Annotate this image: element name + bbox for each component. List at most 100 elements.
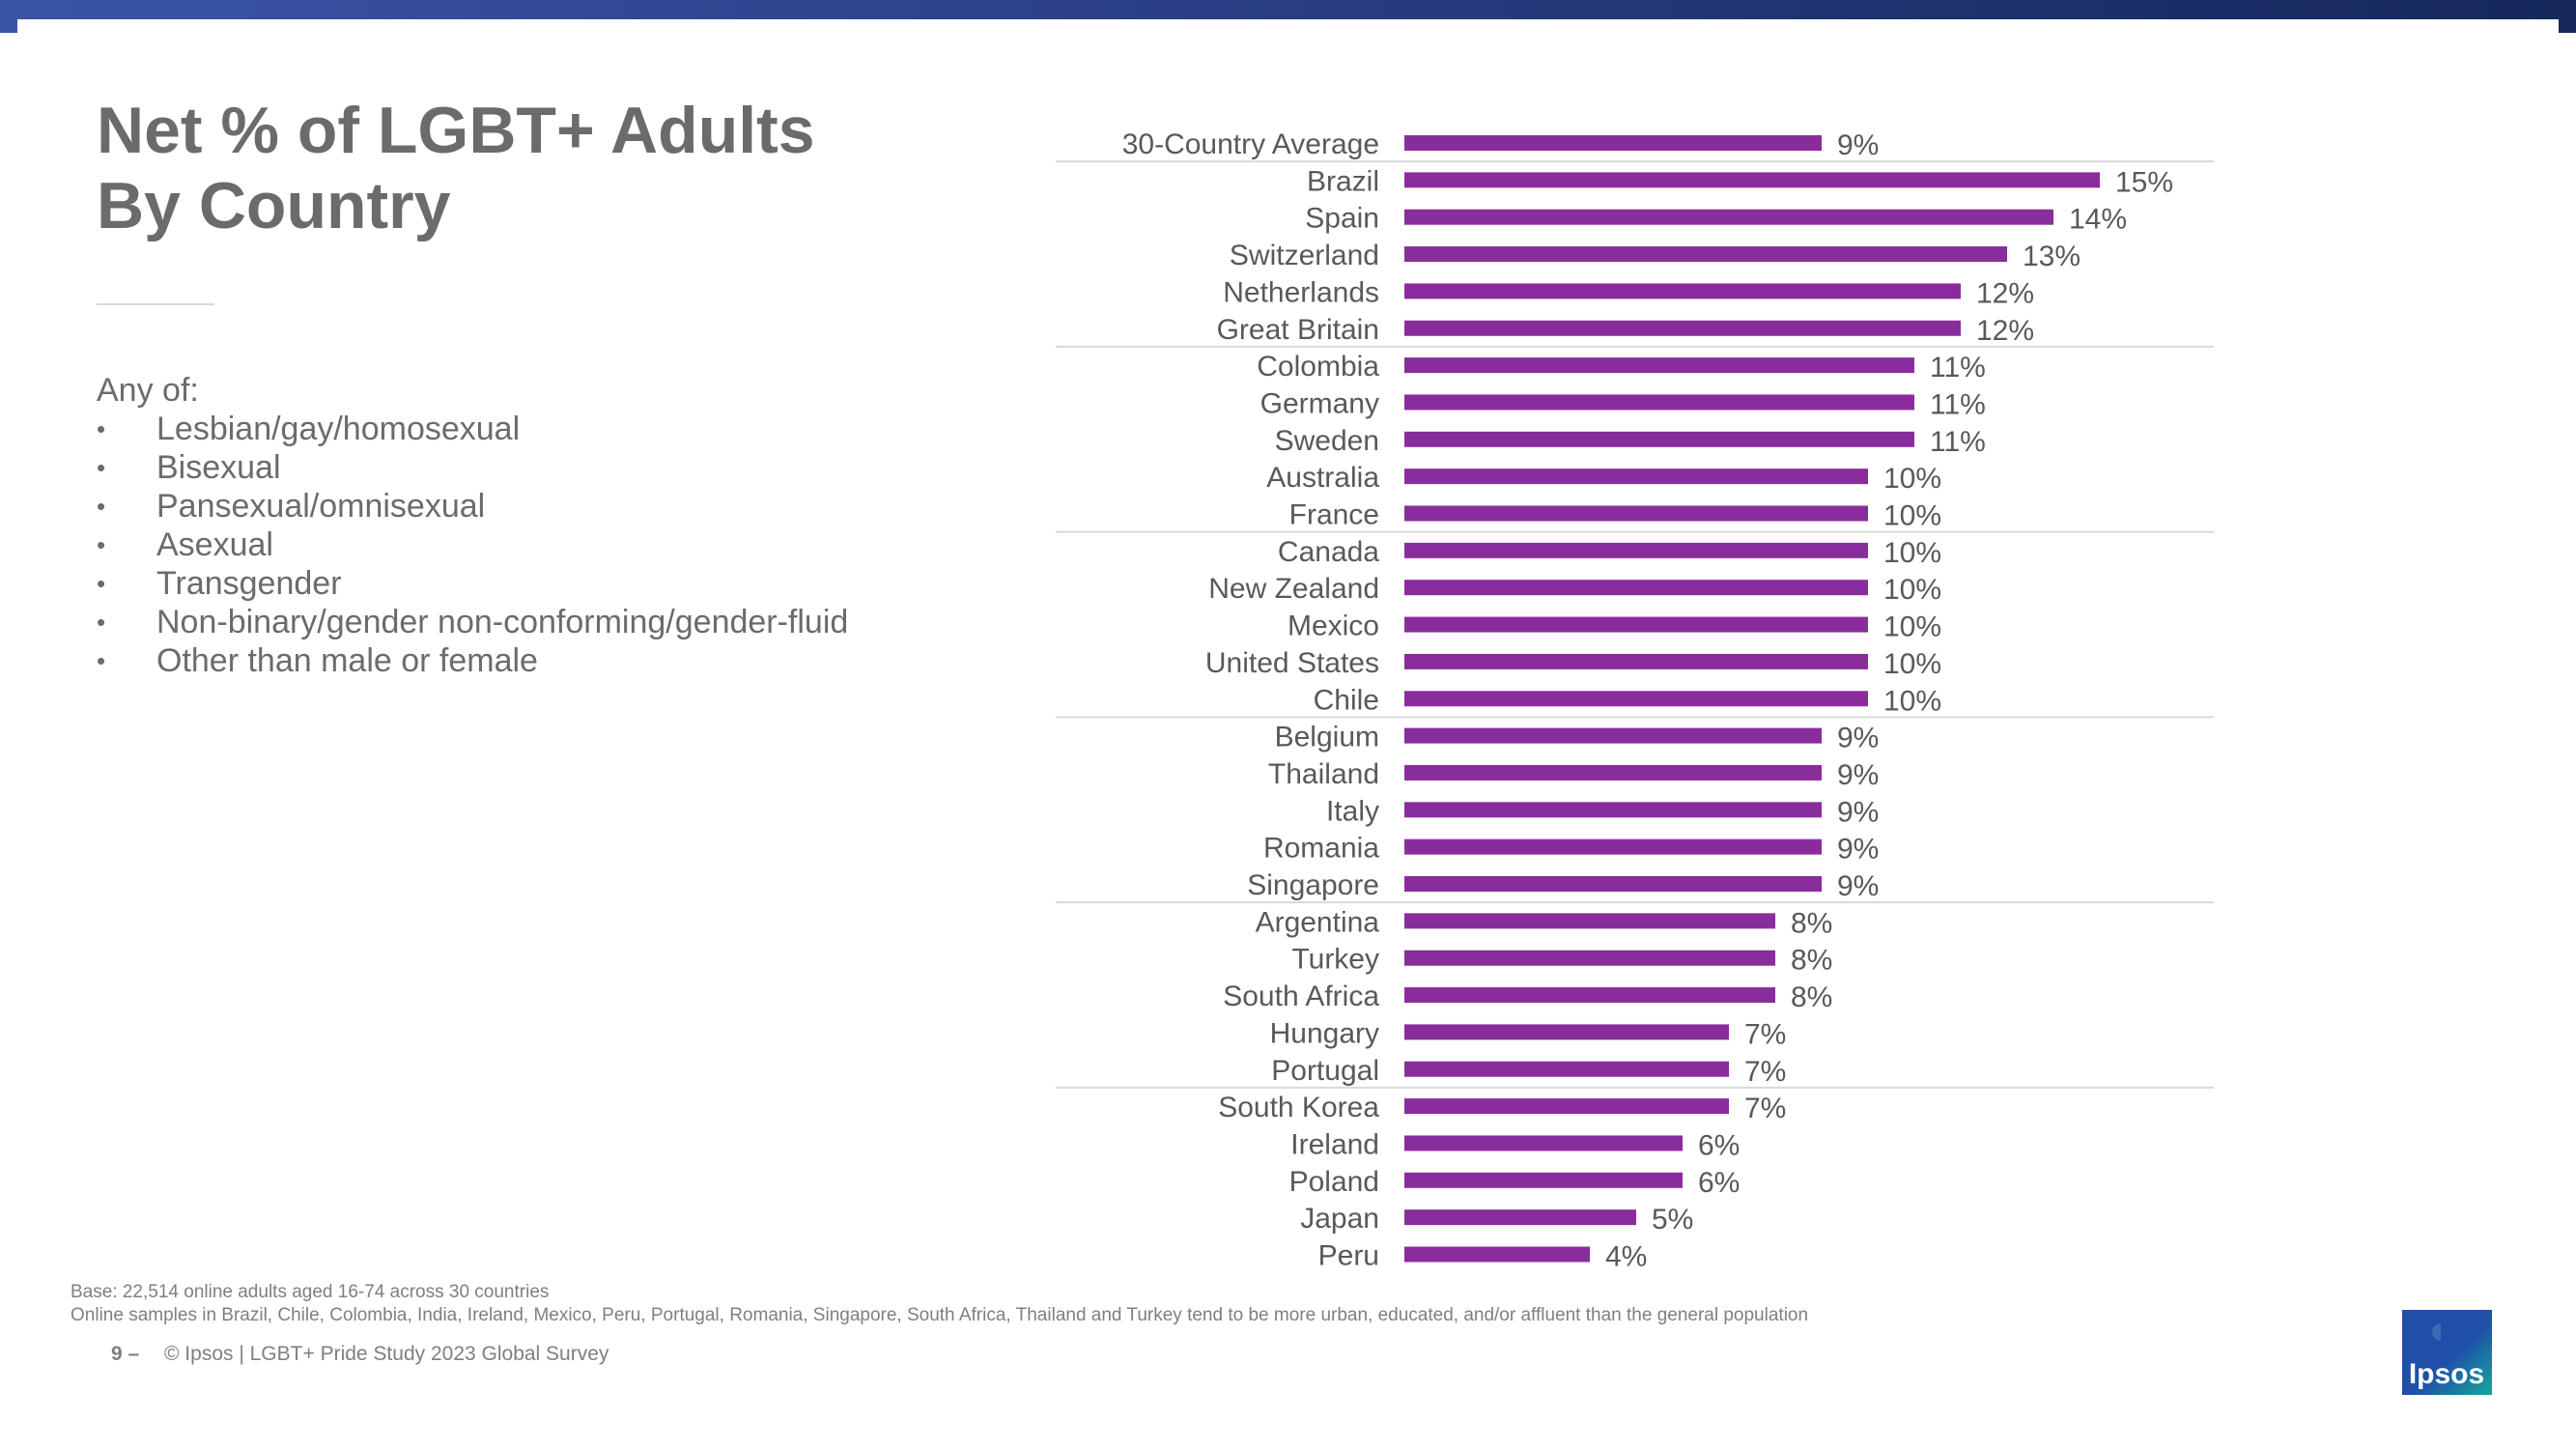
data-label: 8% [1791,945,1832,977]
definition-item: Non-binary/gender non-conforming/gender-… [97,603,848,641]
bar [1404,1209,1636,1226]
category-label: South Korea [1218,1092,1379,1123]
category-label: Switzerland [1230,240,1379,271]
category-label: Italy [1326,795,1379,827]
data-label: 7% [1744,1018,1786,1050]
title-divider [97,303,214,305]
definition-item: Transgender [97,564,848,603]
bar [1404,1024,1729,1040]
data-label: 6% [1698,1129,1740,1161]
definition-list: Lesbian/gay/homosexual Bisexual Pansexua… [97,410,848,680]
category-label: Portugal [1271,1055,1379,1087]
category-label: Spain [1305,203,1379,235]
category-label: Poland [1289,1166,1379,1198]
bar [1404,1135,1683,1151]
definition-item: Lesbian/gay/homosexual [97,410,848,448]
bar [1404,357,1914,374]
data-label: 9% [1837,834,1879,866]
category-label: Belgium [1275,722,1379,753]
data-label: 10% [1883,537,1941,569]
top-banner [0,0,2576,33]
category-label: Chile [1314,684,1379,716]
data-label: 7% [1744,1093,1786,1124]
bar [1404,653,1868,669]
category-label: France [1289,499,1379,531]
data-label: 4% [1605,1241,1647,1273]
bar [1404,246,2007,263]
page-title: Net % of LGBT+ Adults By Country [97,93,815,243]
data-label: 12% [1976,315,2034,347]
bar [1404,838,1822,855]
base-note: Base: 22,514 online adults aged 16-74 ac… [71,1282,550,1302]
data-label: 5% [1652,1204,1693,1236]
definition-item: Pansexual/omnisexual [97,487,848,526]
bar [1404,135,1822,151]
category-label: Australia [1266,462,1379,494]
bar [1404,209,2053,225]
category-label: Argentina [1256,906,1380,938]
bar [1404,1061,1729,1077]
category-label: Canada [1278,536,1379,568]
category-label: Netherlands [1223,276,1379,308]
data-label: 10% [1883,611,1941,643]
data-label: 6% [1698,1167,1740,1199]
bar [1404,505,1868,522]
definition-item: Bisexual [97,448,848,487]
data-label: 11% [1930,388,1986,420]
category-label: Germany [1260,387,1379,419]
data-label: 10% [1883,463,1941,495]
category-label: Colombia [1257,351,1379,383]
category-label: Turkey [1291,944,1379,976]
data-label: 12% [1976,277,2034,309]
category-label: Sweden [1275,425,1379,457]
bar [1404,727,1822,744]
data-label: 15% [2115,166,2173,198]
data-label: 9% [1837,129,1879,161]
category-label: South Africa [1223,980,1379,1012]
category-label: Mexico [1288,611,1379,642]
bar [1404,542,1868,558]
copyright-text: © Ipsos | LGBT+ Pride Study 2023 Global … [164,1343,609,1365]
data-label: 10% [1883,648,1941,680]
data-label: 9% [1837,796,1879,828]
top-banner-inner [17,19,2559,33]
category-label: Japan [1300,1203,1379,1235]
data-label: 10% [1883,685,1941,717]
bar [1404,172,2100,188]
data-label: 9% [1837,723,1879,754]
data-label: 7% [1744,1056,1786,1088]
bar [1404,580,1868,596]
bar [1404,320,1961,336]
page-title-line-1: Net % of LGBT+ Adults [97,94,815,167]
bar [1404,616,1868,633]
data-label: 11% [1930,352,1986,384]
bar [1404,691,1868,707]
bar [1404,283,1961,299]
category-label: 30-Country Average [1122,128,1379,160]
definition-heading: Any of: [97,372,199,409]
data-label: 8% [1791,907,1832,939]
data-label: 11% [1930,426,1986,458]
category-label: United States [1205,647,1379,679]
category-label: Romania [1263,833,1379,865]
bar [1404,950,1775,966]
bar [1404,431,1914,447]
bar [1404,1172,1683,1188]
bar [1404,1246,1590,1263]
category-label: Brazil [1307,165,1379,197]
data-label: 9% [1837,870,1879,902]
category-label: Hungary [1270,1017,1379,1049]
definition-item: Other than male or female [97,641,848,680]
data-label: 8% [1791,981,1832,1013]
bar [1404,469,1868,485]
bar [1404,876,1822,892]
category-label: Great Britain [1217,314,1379,346]
bar [1404,802,1822,818]
logo-wordmark: Ipsos [2409,1358,2484,1390]
definition-block: Any of: Lesbian/gay/homosexual Bisexual … [97,371,848,680]
bar [1404,913,1775,929]
bar [1404,987,1775,1004]
data-label: 10% [1883,574,1941,606]
data-label: 10% [1883,500,1941,532]
